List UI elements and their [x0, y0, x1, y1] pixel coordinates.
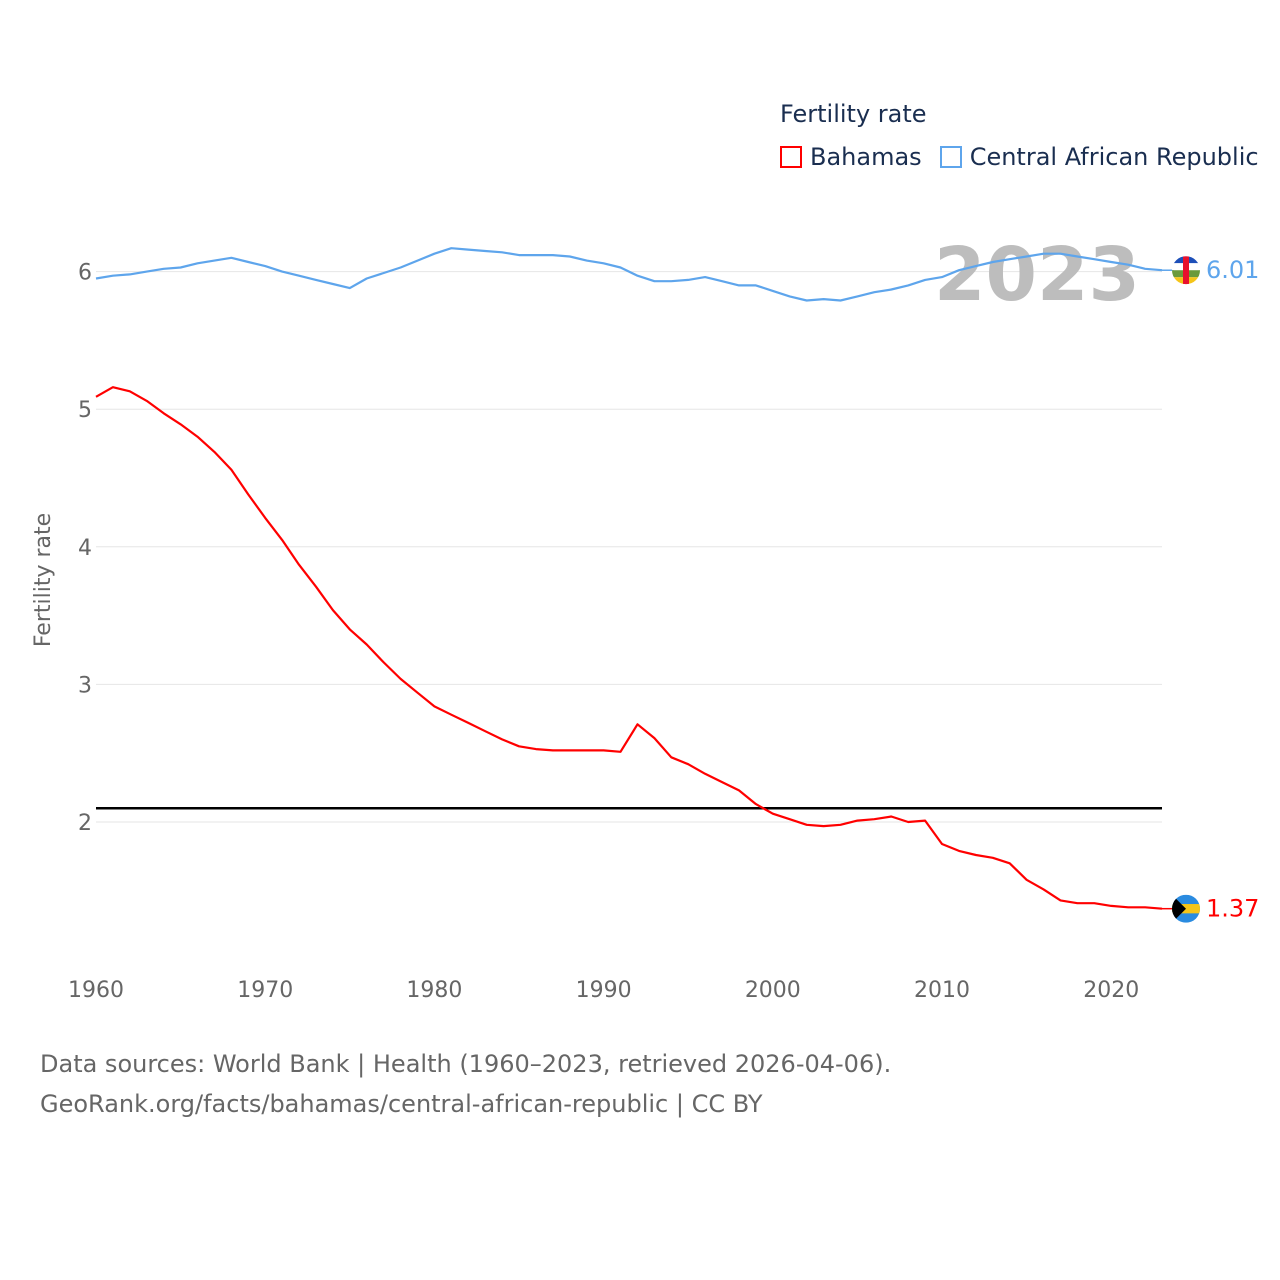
x-tick-label: 1960 — [68, 978, 124, 1003]
legend-item-central-african-republic[interactable]: Central African Republic — [939, 143, 1259, 171]
series: 1.37 6.01 — [95, 247, 1259, 923]
car-flag-icon — [1172, 256, 1200, 285]
footer: Data sources: World Bank | Health (1960–… — [40, 1044, 891, 1124]
x-tick-label: 1980 — [406, 978, 462, 1003]
source-link[interactable]: GeoRank.org/facts/bahamas/central-africa… — [40, 1090, 763, 1118]
year-watermark: 2023 — [934, 232, 1140, 318]
legend-label: Central African Republic — [969, 143, 1259, 171]
axis-ticks: 2 3 4 5 6 1960 1970 1980 1990 2000 2010 2020 — [68, 261, 1139, 1003]
flag-body — [1172, 894, 1200, 923]
end-value-label: 6.01 — [1206, 256, 1259, 284]
x-tick-label: 2020 — [1083, 978, 1139, 1003]
series-line-0 — [95, 386, 1163, 910]
legend-item-bahamas[interactable]: Bahamas — [780, 143, 922, 171]
y-tick-label: 2 — [78, 811, 92, 836]
y-tick-label: 4 — [78, 536, 92, 561]
end-value-label: 1.37 — [1206, 895, 1259, 923]
y-axis-label: Fertility rate — [31, 513, 56, 647]
legend: Bahamas Central African Republic — [780, 143, 1277, 171]
flag-body — [1172, 256, 1200, 285]
x-tick-label: 2010 — [914, 978, 970, 1003]
series-line-1 — [95, 247, 1163, 302]
x-tick-label: 1990 — [576, 978, 632, 1003]
legend-swatch — [939, 146, 962, 168]
y-tick-label: 6 — [78, 261, 92, 286]
flag-stripe — [1183, 256, 1189, 285]
bahamas-flag-icon — [1172, 894, 1200, 923]
data-sources: Data sources: World Bank | Health (1960–… — [40, 1050, 892, 1078]
legend-title: Fertility rate — [780, 100, 927, 128]
y-tick-label: 3 — [78, 673, 92, 698]
x-tick-label: 2000 — [745, 978, 801, 1003]
legend-label: Bahamas — [810, 143, 922, 171]
y-tick-label: 5 — [78, 398, 92, 423]
legend-swatch — [780, 146, 802, 168]
x-tick-label: 1970 — [237, 978, 293, 1003]
flag-triangle — [1172, 894, 1186, 923]
